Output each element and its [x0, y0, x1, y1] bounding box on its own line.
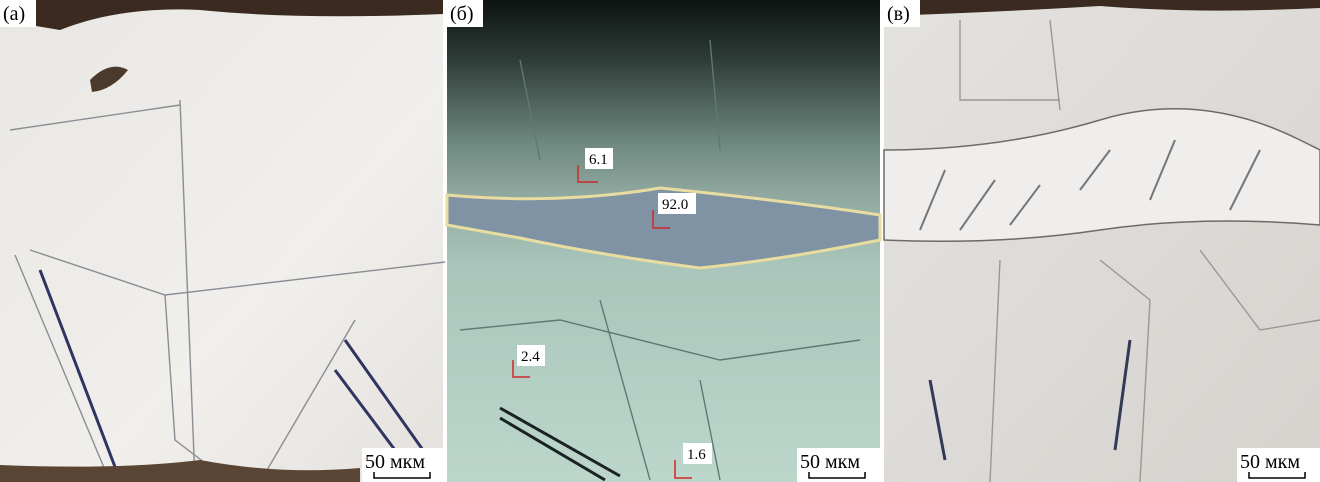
measurement-value: 1.6: [687, 447, 706, 463]
panel-label: (б): [450, 3, 474, 25]
panel-c: [884, 0, 1320, 482]
panel-b: [447, 0, 880, 482]
measurement-value: 2.4: [521, 349, 540, 365]
figure: (а) (б) (в) 6.1 92.0 2.4 1.6 50 мкм 50 м…: [0, 0, 1320, 482]
scale-label: 50 мкм: [365, 451, 425, 473]
panel-label: (а): [3, 3, 25, 25]
measurement-value: 6.1: [589, 152, 608, 168]
micrograph: [0, 0, 443, 482]
scale-label: 50 мкм: [800, 451, 860, 473]
scale-label: 50 мкм: [1240, 451, 1300, 473]
panel-label: (в): [887, 3, 910, 25]
panel-a: [0, 0, 445, 482]
measurement-value: 92.0: [662, 197, 688, 213]
